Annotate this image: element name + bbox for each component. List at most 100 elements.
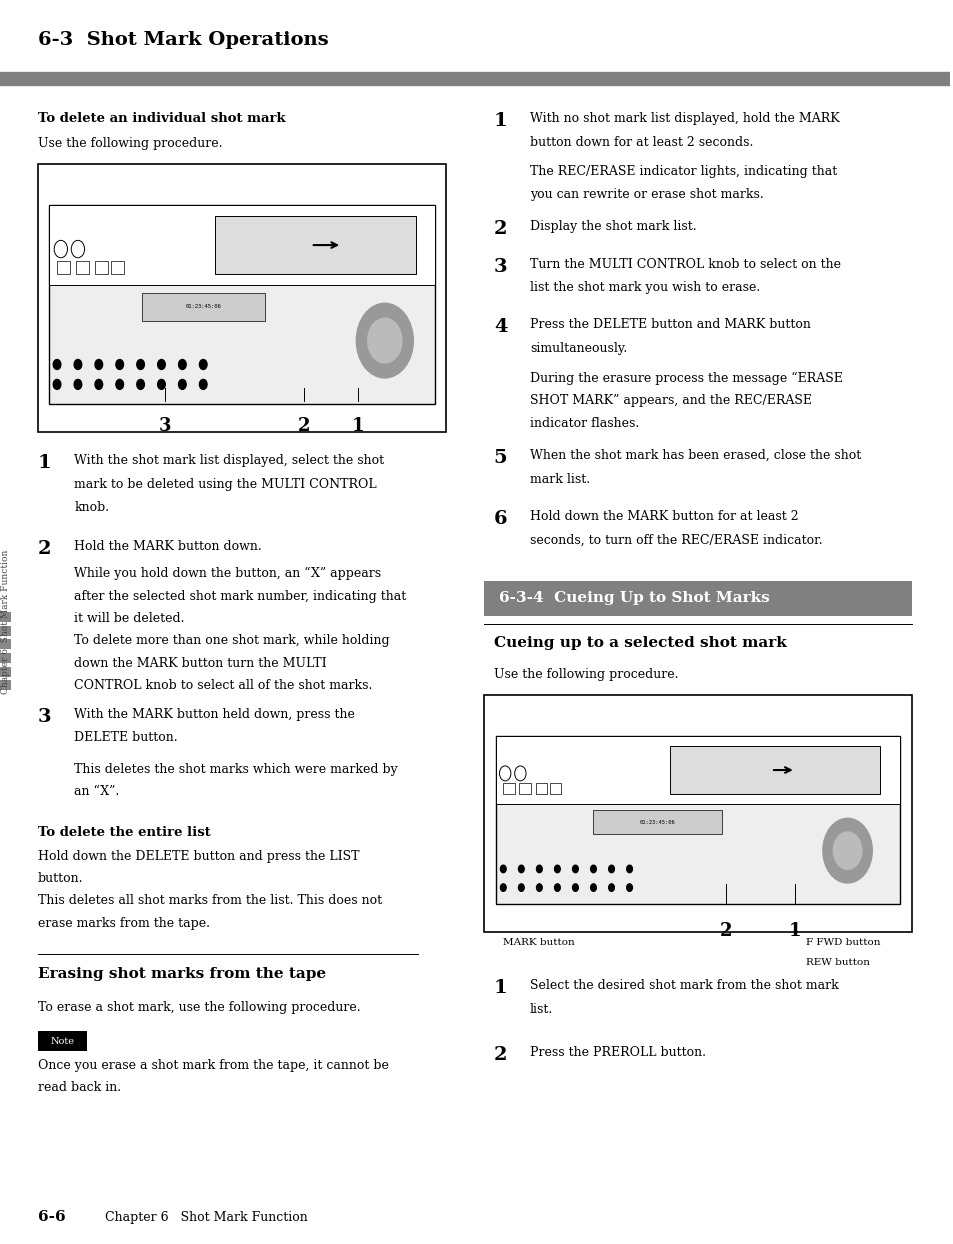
Bar: [0, 639, 10, 649]
Text: down the MARK button turn the MULTI: down the MARK button turn the MULTI: [74, 657, 327, 669]
Circle shape: [572, 884, 578, 892]
Circle shape: [554, 866, 559, 873]
Text: While you hold down the button, an “X” appears: While you hold down the button, an “X” a…: [74, 567, 381, 581]
Text: 2: 2: [38, 540, 51, 557]
Text: button down for at least 2 seconds.: button down for at least 2 seconds.: [529, 136, 753, 148]
Circle shape: [517, 884, 523, 892]
Text: read back in.: read back in.: [38, 1081, 121, 1093]
Circle shape: [536, 884, 541, 892]
Text: F FWD button: F FWD button: [805, 938, 880, 947]
Text: 01:23:45:06: 01:23:45:06: [639, 820, 675, 825]
Bar: [112, 261, 124, 274]
Circle shape: [554, 884, 559, 892]
Text: you can rewrite or erase shot marks.: you can rewrite or erase shot marks.: [529, 188, 762, 200]
Text: 6: 6: [494, 510, 507, 527]
Text: Note: Note: [51, 1036, 74, 1046]
Text: Cueing up to a selected shot mark: Cueing up to a selected shot mark: [494, 636, 785, 649]
Text: 2: 2: [720, 922, 732, 939]
Circle shape: [500, 866, 506, 873]
Circle shape: [115, 360, 123, 369]
Bar: [669, 746, 879, 794]
Text: To delete an individual shot mark: To delete an individual shot mark: [38, 112, 285, 124]
Text: With the MARK button held down, press the: With the MARK button held down, press th…: [74, 708, 355, 720]
Text: Use the following procedure.: Use the following procedure.: [38, 137, 222, 149]
Circle shape: [157, 379, 165, 389]
Text: 6-6: 6-6: [38, 1210, 66, 1224]
Text: MARK button: MARK button: [503, 938, 575, 947]
Text: indicator flashes.: indicator flashes.: [529, 417, 639, 429]
Text: erase marks from the tape.: erase marks from the tape.: [38, 917, 210, 929]
Text: 1: 1: [788, 922, 801, 939]
Bar: [95, 261, 109, 274]
Text: Display the shot mark list.: Display the shot mark list.: [529, 220, 696, 233]
Text: list.: list.: [529, 1003, 553, 1015]
Text: 4: 4: [494, 318, 507, 336]
Text: Chapter 6  Shot Mark Function: Chapter 6 Shot Mark Function: [1, 550, 10, 694]
Circle shape: [626, 866, 632, 873]
Text: 1: 1: [352, 417, 364, 434]
Circle shape: [833, 832, 861, 870]
Text: CONTROL knob to select all of the shot marks.: CONTROL knob to select all of the shot m…: [74, 679, 372, 692]
Text: Press the DELETE button and MARK button: Press the DELETE button and MARK button: [529, 318, 810, 331]
Circle shape: [178, 360, 186, 369]
Text: after the selected shot mark number, indicating that: after the selected shot mark number, ind…: [74, 590, 406, 602]
Circle shape: [199, 379, 207, 389]
Text: list the shot mark you wish to erase.: list the shot mark you wish to erase.: [529, 281, 760, 294]
Text: Chapter 6   Shot Mark Function: Chapter 6 Shot Mark Function: [105, 1212, 307, 1224]
Text: This deletes the shot marks which were marked by: This deletes the shot marks which were m…: [74, 763, 397, 775]
Circle shape: [74, 379, 82, 389]
Text: With no shot mark list displayed, hold the MARK: With no shot mark list displayed, hold t…: [529, 112, 839, 124]
Text: REW button: REW button: [805, 958, 869, 967]
Circle shape: [626, 884, 632, 892]
Circle shape: [536, 866, 541, 873]
Bar: [484, 695, 911, 932]
Text: 01:23:45:06: 01:23:45:06: [186, 305, 221, 310]
Circle shape: [590, 866, 596, 873]
Bar: [38, 1031, 88, 1051]
Text: Turn the MULTI CONTROL knob to select on the: Turn the MULTI CONTROL knob to select on…: [529, 258, 840, 270]
Circle shape: [53, 360, 61, 369]
Bar: [76, 261, 90, 274]
Text: Hold down the DELETE button and press the LIST: Hold down the DELETE button and press th…: [38, 850, 359, 862]
Bar: [484, 581, 911, 616]
Text: Hold the MARK button down.: Hold the MARK button down.: [74, 540, 262, 552]
Circle shape: [95, 360, 103, 369]
Text: To delete more than one shot mark, while holding: To delete more than one shot mark, while…: [74, 634, 390, 647]
Text: Once you erase a shot mark from the tape, it cannot be: Once you erase a shot mark from the tape…: [38, 1059, 389, 1071]
Text: it will be deleted.: it will be deleted.: [74, 612, 185, 624]
Bar: [50, 205, 435, 285]
Text: 5: 5: [494, 449, 507, 466]
Text: Select the desired shot mark from the shot mark: Select the desired shot mark from the sh…: [529, 979, 838, 991]
Text: button.: button.: [38, 872, 84, 884]
Bar: [0, 680, 10, 690]
Bar: [496, 736, 900, 904]
Text: Hold down the MARK button for at least 2: Hold down the MARK button for at least 2: [529, 510, 798, 522]
Text: 1: 1: [494, 979, 507, 996]
Text: 6-3-4  Cueing Up to Shot Marks: 6-3-4 Cueing Up to Shot Marks: [498, 591, 768, 606]
Circle shape: [367, 318, 401, 363]
Circle shape: [178, 379, 186, 389]
Bar: [215, 216, 416, 274]
Text: Use the following procedure.: Use the following procedure.: [494, 668, 678, 680]
Bar: [57, 261, 71, 274]
Text: 3: 3: [494, 258, 507, 275]
Bar: [50, 205, 435, 404]
Text: 2: 2: [494, 220, 507, 238]
Circle shape: [608, 866, 614, 873]
Bar: [496, 736, 900, 804]
Bar: [592, 810, 721, 833]
Circle shape: [53, 379, 61, 389]
Text: knob.: knob.: [74, 501, 110, 514]
Bar: [38, 164, 446, 432]
Text: The REC/ERASE indicator lights, indicating that: The REC/ERASE indicator lights, indicati…: [529, 165, 836, 178]
Bar: [549, 784, 560, 795]
Text: an “X”.: an “X”.: [74, 785, 119, 797]
Circle shape: [822, 819, 871, 883]
Text: 1: 1: [38, 454, 51, 471]
Text: When the shot mark has been erased, close the shot: When the shot mark has been erased, clos…: [529, 449, 861, 462]
Circle shape: [95, 379, 103, 389]
Text: 2: 2: [494, 1046, 507, 1064]
Bar: [0, 667, 10, 677]
Circle shape: [590, 884, 596, 892]
Circle shape: [157, 360, 165, 369]
